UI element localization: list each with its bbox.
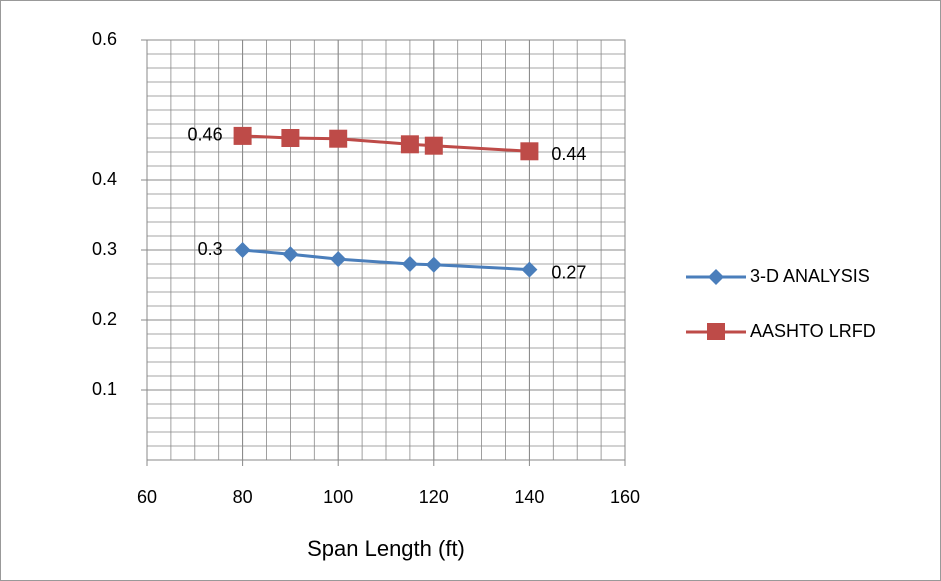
y-tick-label: 0.2 — [92, 309, 117, 329]
x-axis-title: Span Length (ft) — [307, 536, 465, 561]
x-tick-label: 60 — [137, 487, 157, 507]
y-tick-label: 0.1 — [92, 379, 117, 399]
marker — [234, 127, 252, 145]
marker — [425, 137, 443, 155]
x-tick-label: 100 — [323, 487, 353, 507]
data-label: 0.3 — [198, 239, 223, 259]
legend-label: 3-D ANALYSIS — [750, 266, 870, 286]
data-label: 0.27 — [551, 262, 586, 282]
x-tick-label: 80 — [233, 487, 253, 507]
legend-label: AASHTO LRFD — [750, 321, 876, 341]
marker — [520, 142, 538, 160]
marker — [707, 323, 725, 341]
x-tick-label: 140 — [514, 487, 544, 507]
data-label: 0.44 — [551, 144, 586, 164]
marker — [329, 130, 347, 148]
y-tick-label: 0.6 — [92, 29, 117, 49]
y-tick-label: 0.3 — [92, 239, 117, 259]
marker — [401, 135, 419, 153]
x-tick-label: 160 — [610, 487, 640, 507]
marker — [281, 129, 299, 147]
chart: 0.1 0.2 0.3 0.4 0.6 60 80 100 120 140 160 0.3 0.27 0… — [0, 0, 941, 581]
data-label: 0.46 — [188, 125, 223, 145]
x-tick-label: 120 — [419, 487, 449, 507]
y-tick-label: 0.4 — [92, 169, 117, 189]
